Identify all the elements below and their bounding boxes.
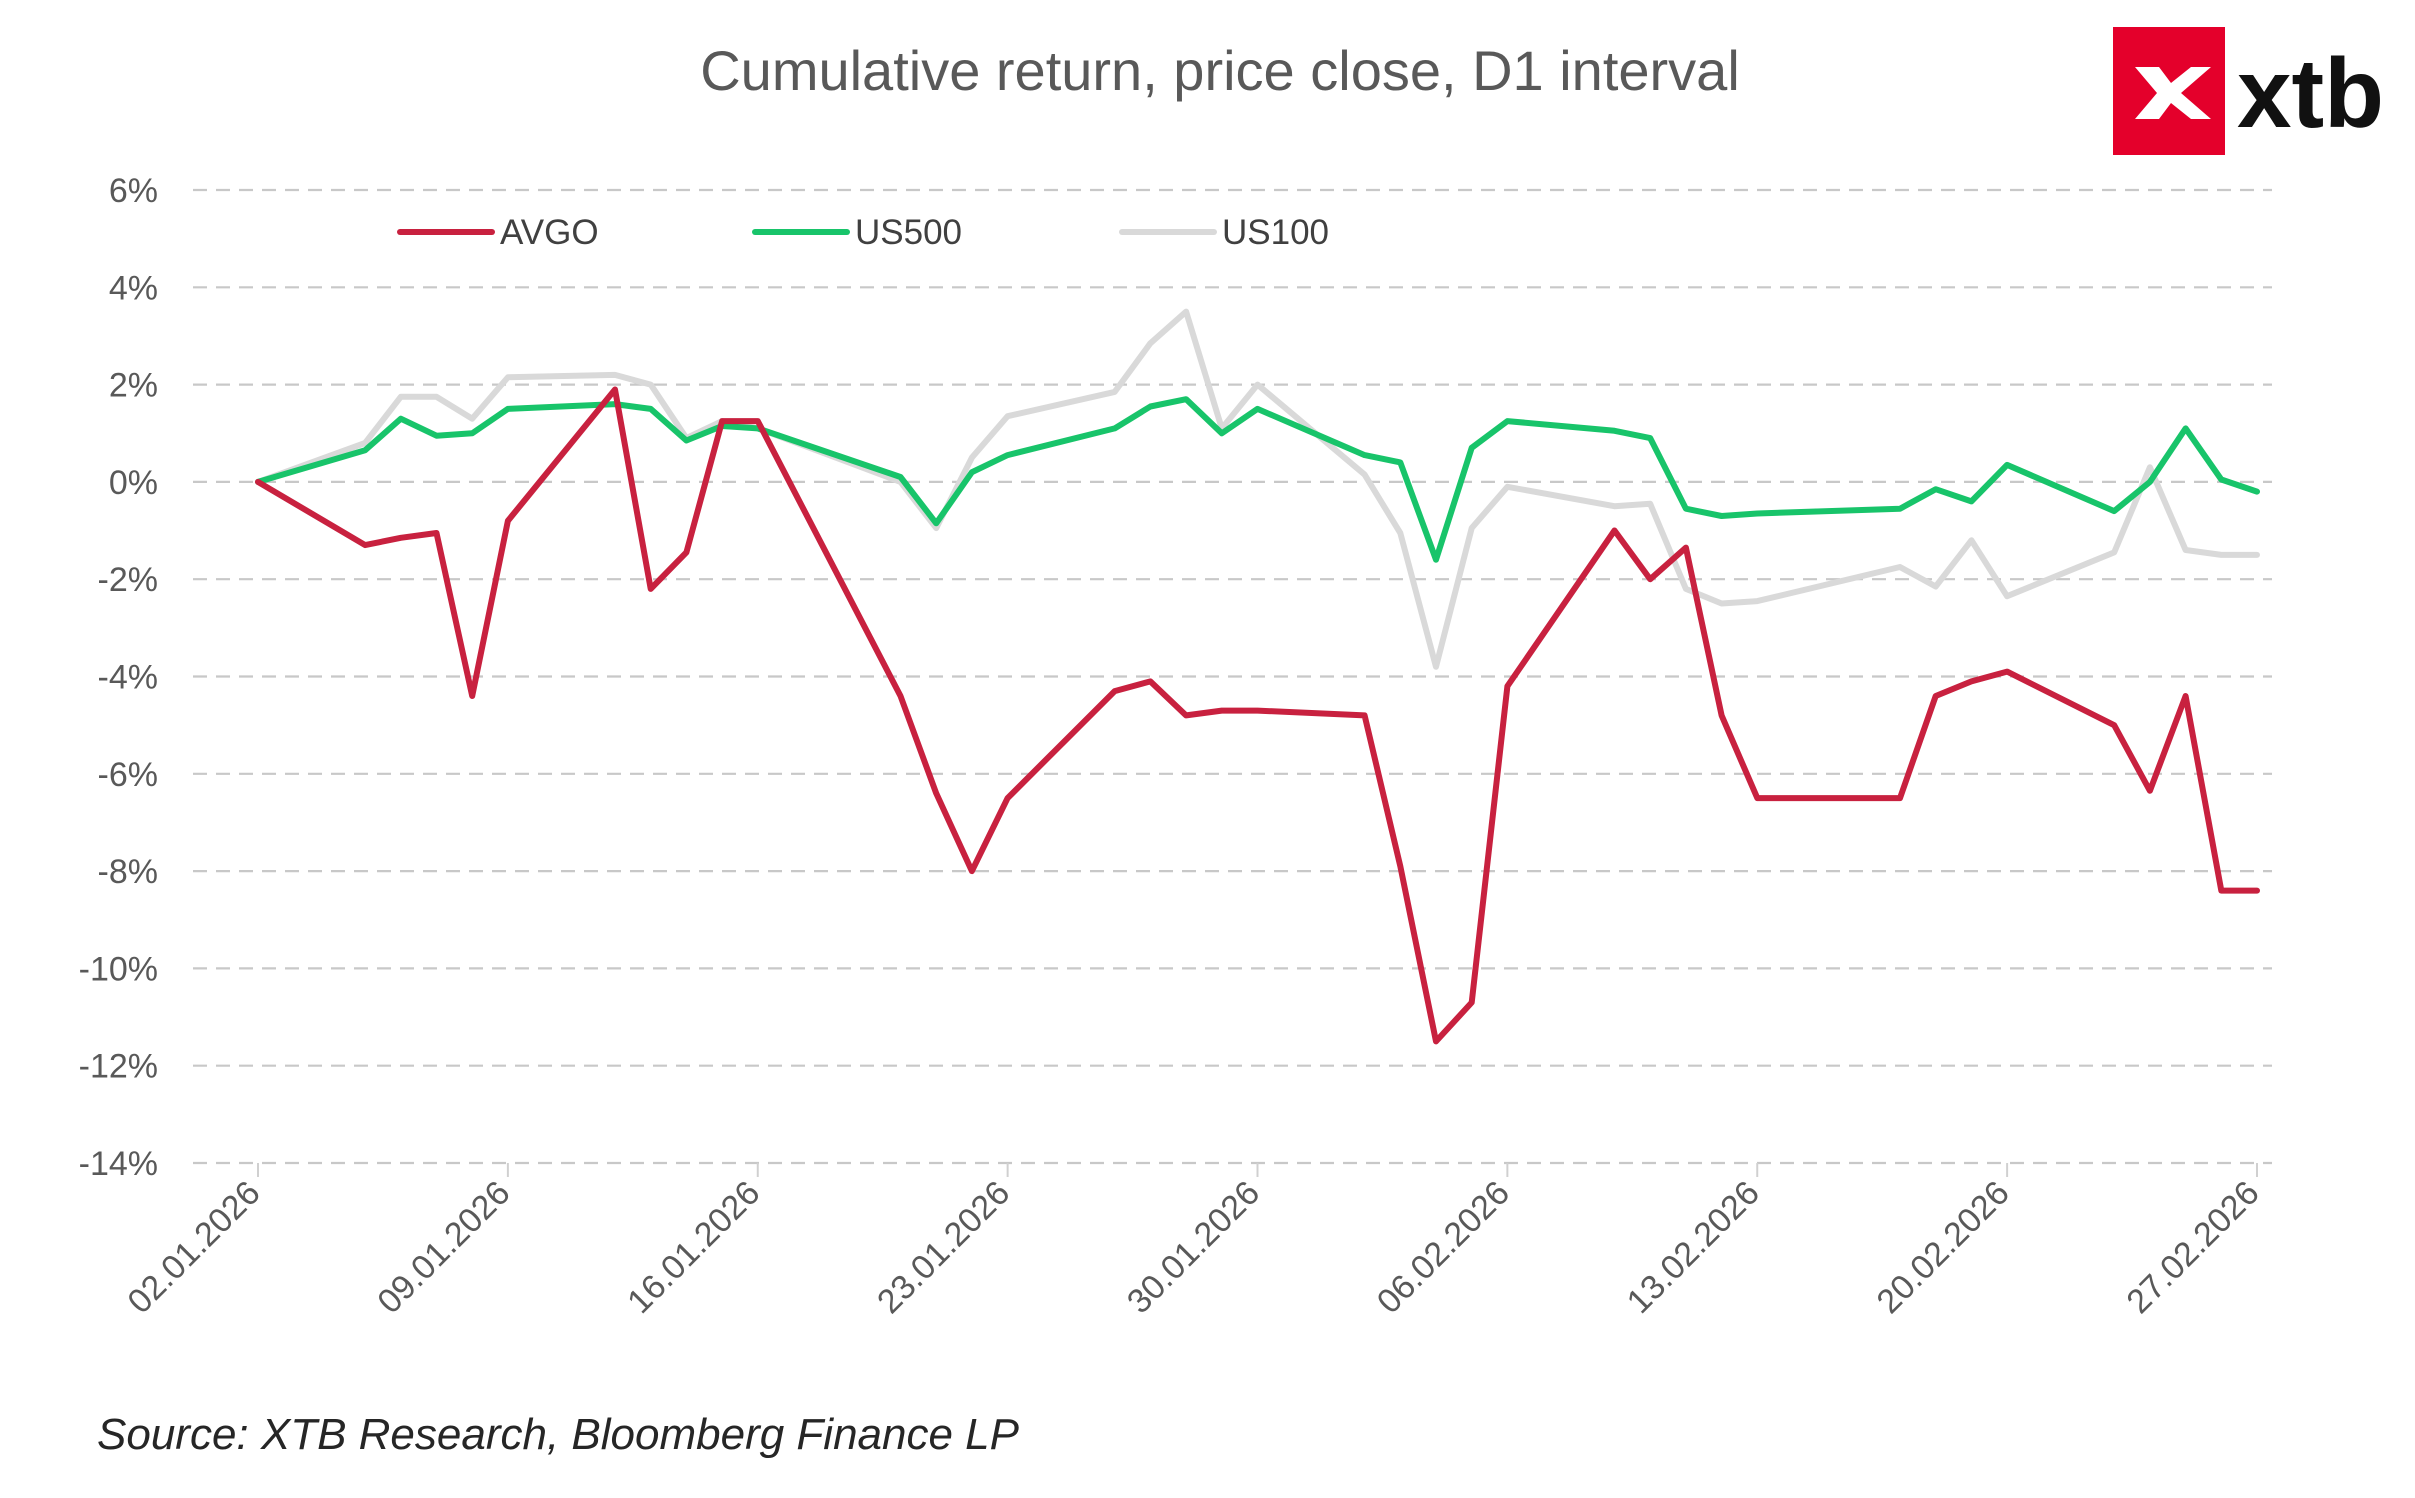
xtb-logo: xtb — [2113, 27, 2384, 155]
legend-label-us500: US500 — [855, 213, 962, 252]
xtb-logo-cross-icon — [2135, 67, 2211, 119]
legend: AVGO US500 US100 — [397, 213, 1329, 252]
series-line-us500 — [255, 396, 2260, 563]
y-tick-label: -8% — [98, 853, 158, 891]
series-line-us100 — [255, 308, 2260, 670]
legend-label-avgo: AVGO — [500, 213, 599, 252]
y-tick-label: -6% — [98, 756, 158, 794]
y-tick-label: 4% — [109, 269, 158, 307]
x-axis-ticks: 02.01.2026 09.01.2026 16.01.2026 23.01.2026… — [120, 1163, 2267, 1321]
x-tick-label: 02.01.2026 — [120, 1174, 267, 1321]
x-tick-label: 09.01.2026 — [370, 1174, 517, 1321]
y-tick-label: 0% — [109, 464, 158, 502]
x-tick-label: 06.02.2026 — [1370, 1174, 1517, 1321]
y-tick-label: -10% — [79, 950, 158, 988]
x-tick-label: 16.01.2026 — [620, 1174, 767, 1321]
source-note: Source: XTB Research, Bloomberg Finance … — [97, 1410, 1020, 1459]
line-chart: 6% 4% 2% 0% -2% -4% -6% -8% -10% -12% -14% 02.01.2… — [79, 172, 2272, 1321]
y-tick-label: -12% — [79, 1048, 158, 1086]
y-tick-label: 2% — [109, 367, 158, 405]
x-tick-label: 30.01.2026 — [1120, 1174, 1267, 1321]
chart-title: Cumulative return, price close, D1 inter… — [700, 39, 1740, 102]
series-line-avgo — [255, 386, 2260, 1045]
x-tick-label: 23.01.2026 — [870, 1174, 1017, 1321]
x-tick-label: 27.02.2026 — [2119, 1174, 2266, 1321]
x-tick-label: 20.02.2026 — [1870, 1174, 2017, 1321]
y-tick-label: -2% — [98, 561, 158, 599]
y-tick-label: -14% — [79, 1145, 158, 1183]
xtb-logo-wordmark: xtb — [2237, 38, 2384, 148]
series-lines — [255, 308, 2260, 1045]
y-tick-label: 6% — [109, 172, 158, 210]
gridlines — [193, 188, 2272, 1165]
legend-label-us100: US100 — [1222, 213, 1329, 252]
y-tick-label: -4% — [98, 659, 158, 697]
y-axis-ticks: 6% 4% 2% 0% -2% -4% -6% -8% -10% -12% -14% — [79, 172, 158, 1183]
x-tick-label: 13.02.2026 — [1620, 1174, 1767, 1321]
